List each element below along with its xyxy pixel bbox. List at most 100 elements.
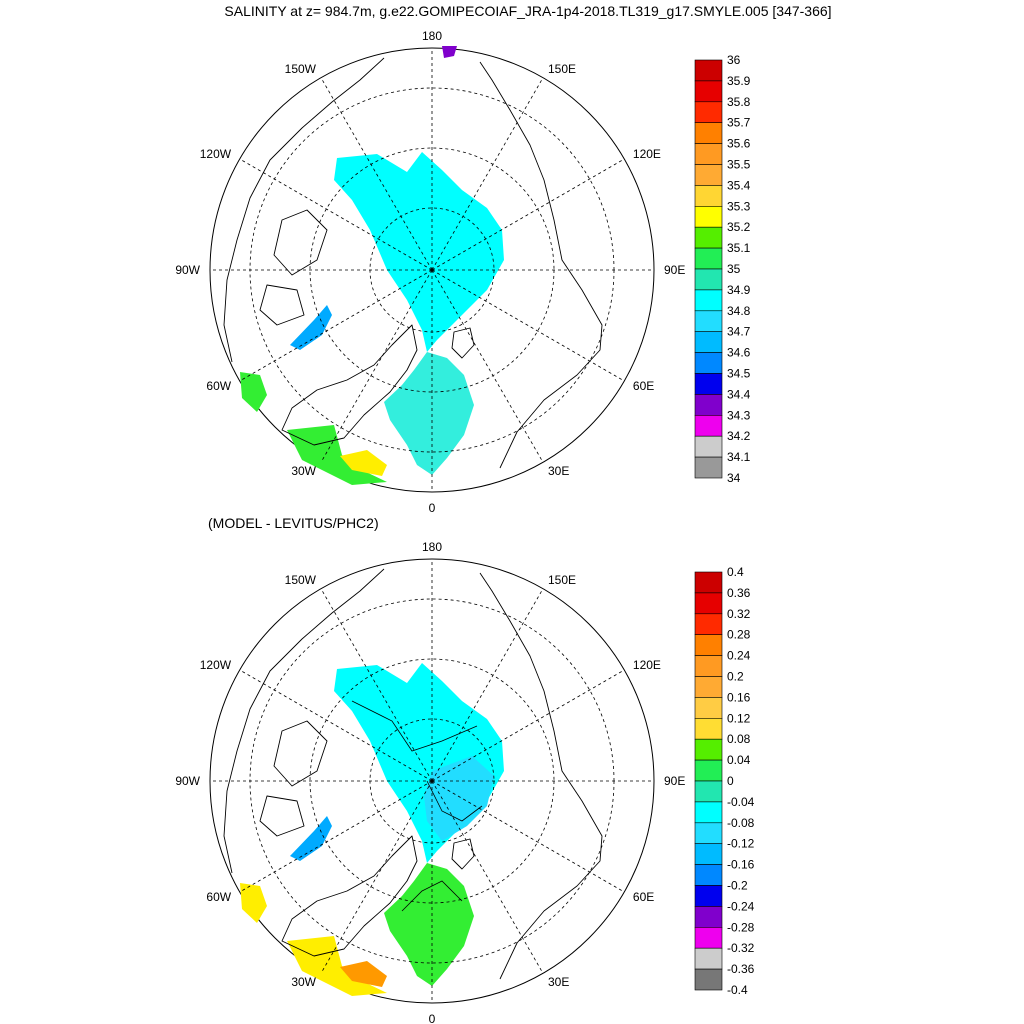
longitude-label: 180 xyxy=(422,540,442,554)
colorbar-tick-label: 0.04 xyxy=(727,753,751,767)
coast-greenland xyxy=(281,835,418,957)
colorbar-swatch xyxy=(694,373,723,395)
coast-archipelago xyxy=(259,720,328,837)
colorbar-swatch xyxy=(694,80,723,103)
colorbar-tick-label: 34.1 xyxy=(727,450,751,464)
longitude-label: 30W xyxy=(291,975,316,989)
colorbar-swatch xyxy=(694,697,723,719)
colorbar-tick-label: 0.08 xyxy=(727,732,751,746)
colorbar-tick-label: 0.36 xyxy=(727,586,751,600)
colorbar-tick-label: -0.16 xyxy=(727,858,755,872)
colorbar-tick-label: 35.1 xyxy=(727,241,751,255)
colorbar-swatch xyxy=(694,613,723,635)
colorbar-tick-label: 34.2 xyxy=(727,429,751,443)
map-boundary xyxy=(209,558,655,1004)
colorbar-swatch xyxy=(694,226,723,249)
colorbar-swatch xyxy=(694,655,723,677)
meridian-line xyxy=(239,780,433,893)
colorbar-swatch xyxy=(694,718,723,740)
colorbar-swatch xyxy=(694,843,723,865)
longitude-label: 60W xyxy=(206,379,231,393)
colorbar-swatch xyxy=(694,185,723,207)
colorbar-tick-label: -0.08 xyxy=(727,816,755,830)
figure-title: SALINITY at z= 984.7m, g.e22.GOMIPECOIAF… xyxy=(224,3,831,19)
coast-greenland xyxy=(281,324,418,446)
colorbar-swatch xyxy=(694,143,723,165)
meridian-line xyxy=(431,588,544,782)
longitude-labels: 180 150E 120E 90E 60E 30E 0 30W 60W 90W 120W 150W xyxy=(175,29,685,515)
colorbar-swatch xyxy=(694,822,723,845)
colorbar-tick-label: 34.7 xyxy=(727,325,751,339)
salinity-map-panel: 180 150E 120E 90E 60E 30E 0 30W 60W 90W 120W 150W xyxy=(175,29,685,515)
longitude-label: 90W xyxy=(175,263,200,277)
longitude-label: 60E xyxy=(633,379,654,393)
meridian-line xyxy=(431,158,625,271)
colorbar-tick-label: 35.2 xyxy=(727,220,751,234)
pacific-inflow-field xyxy=(442,46,457,58)
colorbar-swatch xyxy=(694,592,723,615)
colorbar-swatch xyxy=(694,571,723,594)
coast-north-america xyxy=(223,57,385,363)
colorbar-swatch xyxy=(694,394,723,416)
graticule xyxy=(210,48,654,492)
meridian-line xyxy=(239,669,433,782)
colorbar-tick-label: 34 xyxy=(727,471,741,485)
colorbar-swatch xyxy=(694,352,723,374)
colorbar-swatch xyxy=(694,885,723,907)
colorbar-tick-label: 35.4 xyxy=(727,178,751,192)
longitude-label: 120W xyxy=(200,658,232,672)
longitude-label: 120E xyxy=(633,147,661,161)
coast-svalbard xyxy=(451,838,475,870)
colorbar-swatch xyxy=(694,310,723,333)
colorbar-swatch xyxy=(694,435,723,458)
longitude-labels: 180 150E 120E 90E 60E 30E 0 30W 60W 90W 120W 150W xyxy=(175,540,685,1024)
longitude-label: 180 xyxy=(422,29,442,43)
colorbar-swatch xyxy=(694,331,723,353)
arctic-basin-field xyxy=(334,152,504,352)
colorbar-swatch xyxy=(694,289,723,312)
longitude-label: 150W xyxy=(285,573,317,587)
colorbar-tick-label: 35.7 xyxy=(727,116,751,130)
colorbar-tick-label: -0.24 xyxy=(727,899,755,913)
difference-map-panel: 180 150E 120E 90E 60E 30E 0 30W 60W 90W 120W 150W xyxy=(175,540,685,1024)
labrador-sea-anomaly xyxy=(240,883,267,923)
colorbar-swatch xyxy=(694,59,723,82)
colorbar-tick-label: -0.36 xyxy=(727,962,755,976)
difference-colorbar: 0.4 0.36 0.32 0.28 0.24 0.2 0.16 0.12 0.08 0.04 0 -… xyxy=(694,565,755,997)
colorbar-tick-label: 34.9 xyxy=(727,283,751,297)
longitude-label: 120E xyxy=(633,658,661,672)
salinity-colorbar: 36 35.9 35.8 35.7 35.6 35.5 35.4 35.3 35.2 35.1 35… xyxy=(694,53,751,485)
colorbar-swatch xyxy=(694,206,723,228)
meridian-line xyxy=(239,158,433,271)
meridian-line xyxy=(320,77,433,271)
coast-eurasia xyxy=(479,61,603,469)
meridian-line xyxy=(431,780,625,893)
meridian-line xyxy=(431,269,625,382)
colorbar-tick-label: 36 xyxy=(727,53,741,67)
ocean-field xyxy=(240,46,504,485)
colorbar-tick-label: 0.24 xyxy=(727,649,751,663)
longitude-label: 150E xyxy=(548,62,576,76)
colorbar-tick-label: -0.4 xyxy=(727,983,748,997)
colorbar-tick-label: 0 xyxy=(727,774,734,788)
colorbar-tick-label: 0.4 xyxy=(727,565,744,579)
longitude-label: 30W xyxy=(291,464,316,478)
meridian-line xyxy=(431,77,544,271)
coast-north-america xyxy=(223,568,385,874)
coastlines xyxy=(223,57,603,469)
colorbar-tick-label: 35.5 xyxy=(727,158,751,172)
labrador-sea-field xyxy=(240,372,267,412)
iceland-basin-anomaly xyxy=(340,961,387,987)
colorbar-swatch xyxy=(694,456,723,479)
meridian-line xyxy=(431,269,544,463)
longitude-label: 30E xyxy=(548,464,569,478)
colorbar-tick-label: 35.6 xyxy=(727,137,751,151)
colorbar-tick-label: 0.32 xyxy=(727,607,751,621)
panel2-title: (MODEL - LEVITUS/PHC2) xyxy=(208,515,379,531)
colorbar-swatch xyxy=(694,164,723,186)
difference-field xyxy=(240,663,504,996)
graticule xyxy=(210,559,654,1003)
colorbar-swatch xyxy=(694,968,723,991)
longitude-label: 90W xyxy=(175,774,200,788)
meridian-line xyxy=(239,269,433,382)
